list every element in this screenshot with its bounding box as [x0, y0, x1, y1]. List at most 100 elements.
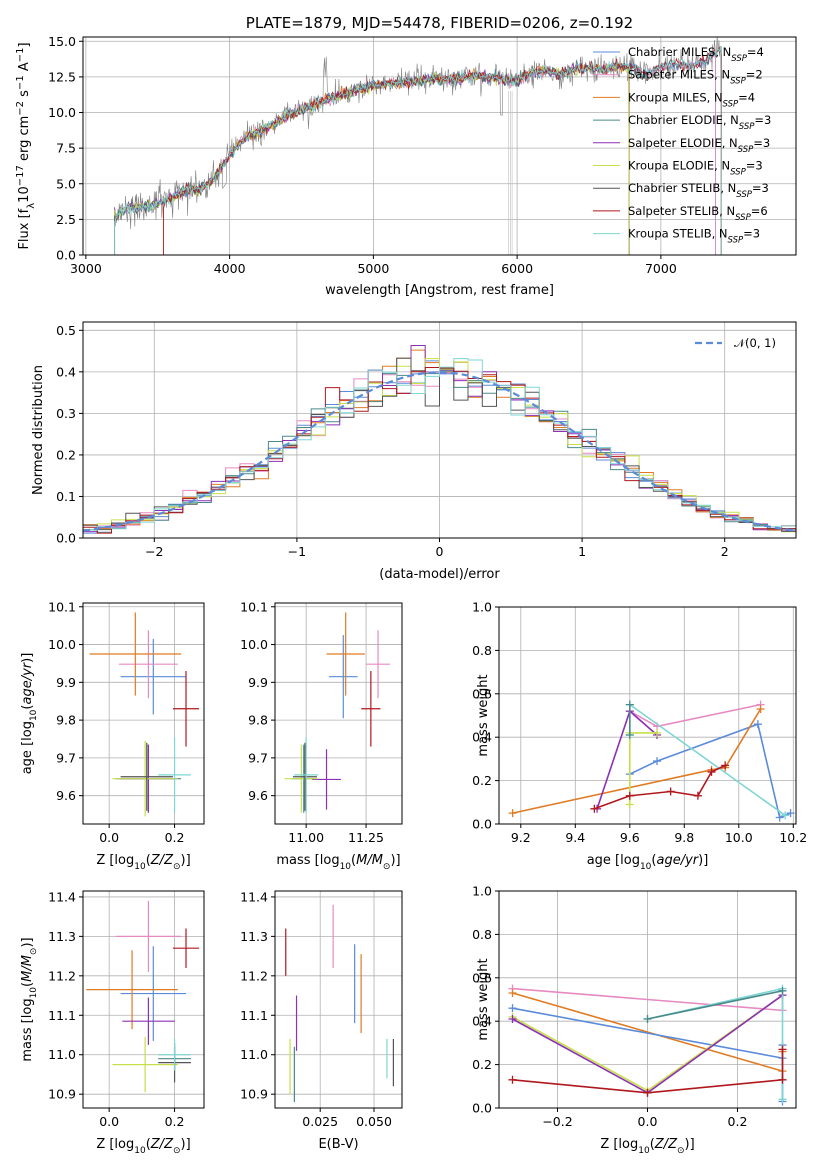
x-tick-label: 0.0 [99, 1114, 119, 1129]
y-tick-label: 11.4 [48, 889, 76, 904]
x-tick-label: 6000 [501, 261, 533, 276]
y-tick-label: 11.2 [48, 968, 76, 983]
y-tick-label: 11.0 [240, 1047, 268, 1062]
y-tick-label: 2.5 [56, 212, 76, 227]
y-tick-label: 0.2 [56, 447, 76, 462]
x-tick-label: 5000 [357, 261, 389, 276]
legend-entry: 𝒩(0, 1) [734, 336, 776, 350]
x-tick-label: 11.00 [288, 830, 324, 845]
axes-frame [82, 36, 797, 256]
x-tick-label: 9.6 [620, 830, 640, 845]
x-tick-label: 11.25 [348, 830, 384, 845]
model-spectrum-kroupa-stelib [114, 46, 722, 255]
axes-frame [274, 602, 403, 825]
y-tick-label: 15.0 [48, 34, 76, 49]
x-tick-label: 0.2 [165, 1114, 185, 1129]
axis-label: mass [log10(M/M⊙)] [20, 937, 39, 1061]
normal-curve [82, 371, 797, 532]
weight-line-chabrier-elodie [647, 990, 783, 1020]
weight-marker [508, 1075, 517, 1084]
x-tick-label: 2 [721, 544, 729, 559]
y-tick-label: 11.2 [240, 968, 268, 983]
y-tick-label: 0.4 [472, 730, 492, 745]
axis-label: Z [log10(Z/Z⊙)] [96, 1137, 190, 1156]
weight-marker [693, 791, 702, 800]
y-tick-label: 5.0 [56, 176, 76, 191]
panel-age_vs_Z: 0.0 0.2 9.6 9.7 9.8 9.9 10.0 10.1 Z [log10(Z/Z⊙)… [20, 599, 205, 872]
panel-age_vs_mass: 11.00 11.25 9.6 9.7 9.8 9.9 10.0 10.1 mass [log1… [240, 599, 403, 872]
legend-entry: Kroupa MILES, NSSP=4 [628, 90, 755, 109]
x-tick-label: 0.0 [99, 830, 119, 845]
y-tick-label: 0.0 [56, 248, 76, 263]
y-tick-label: 10.9 [48, 1087, 76, 1102]
weight-marker [778, 986, 787, 995]
y-tick-label: 0.3 [56, 406, 76, 421]
weight-marker [778, 1045, 787, 1054]
y-tick-label: 0.5 [56, 323, 76, 338]
y-tick-label: 10.0 [48, 105, 76, 120]
axis-label: age [log10(age/yr)] [20, 653, 39, 775]
chart-title: PLATE=1879, MJD=54478, FIBERID=0206, z=0… [246, 14, 633, 32]
weight-line-salpeter-stelib [512, 1049, 784, 1094]
axis-label: Flux [fλ10−17 erg cm−2 s−1 A−1] [15, 42, 37, 249]
x-tick-label: 9.4 [565, 830, 585, 845]
y-tick-label: 10.0 [240, 637, 268, 652]
x-axis-label: E(B-V) [318, 1137, 358, 1152]
histogram-kroupa-stelib [83, 358, 796, 534]
axes-frame [498, 890, 797, 1109]
weight-marker [643, 1015, 652, 1024]
weight-line-kroupa-stelib [629, 703, 786, 816]
x-tick-label: 10.0 [725, 830, 753, 845]
x-tick-label: 0.050 [356, 1114, 392, 1129]
x-tick-label: 4000 [214, 261, 246, 276]
y-tick-label: 0.4 [56, 364, 76, 379]
legend-entry: Chabrier MILES, NSSP=4 [628, 45, 764, 64]
x-tick-label: 9.2 [511, 830, 531, 845]
weight-marker [756, 704, 765, 713]
weight-marker [775, 813, 784, 822]
y-tick-label: 10.9 [240, 1087, 268, 1102]
y-tick-label: 9.8 [248, 713, 268, 728]
y-tick-label: 7.5 [56, 141, 76, 156]
legend-entry: Salpeter STELIB, NSSP=6 [628, 204, 768, 223]
weight-marker [666, 787, 675, 796]
x-tick-label: 0.025 [302, 1114, 338, 1129]
y-tick-label: 9.6 [56, 788, 76, 803]
y-tick-label: 11.1 [240, 1008, 268, 1023]
y-axis-label: mass weight [476, 674, 491, 756]
weight-marker [508, 988, 517, 997]
weight-marker [508, 1015, 517, 1024]
x-tick-label: 9.8 [674, 830, 694, 845]
legend-entry: Kroupa STELIB, NSSP=3 [628, 227, 760, 246]
x-tick-label: 0 [436, 544, 444, 559]
x-tick-label: 7000 [645, 261, 677, 276]
model-spectrum-salpeter-elodie [114, 62, 630, 255]
weight-marker [786, 809, 795, 818]
y-tick-label: 11.0 [48, 1047, 76, 1062]
panel-mass_vs_Z: 0.0 0.2 10.9 11.0 11.1 11.2 11.3 11.4 Z [log10(Z… [20, 889, 205, 1156]
weight-marker [590, 804, 599, 813]
x-tick-label: 3000 [70, 261, 102, 276]
weight-marker [508, 809, 517, 818]
weight-marker [625, 700, 634, 709]
weight-marker [625, 791, 634, 800]
y-tick-label: 9.8 [56, 713, 76, 728]
panel-weight_vs_age: 9.2 9.4 9.6 9.8 10.0 10.2 0.0 0.2 0.4 0.6 0.8 1.0 ag… [472, 600, 807, 873]
panel-weight_vs_Z: −0.2 0.0 0.2 0.0 0.2 0.4 0.6 0.8 1.0 Z [log10(Z/Z… [472, 884, 797, 1156]
panel-residuals: −2 −1 0 1 2 0.0 0.1 0.2 0.3 0.4 0.5 𝒩(0, 1) (data-mo… [31, 321, 797, 582]
legend-entry: Chabrier ELODIE, NSSP=3 [628, 113, 771, 132]
axis-label: Z [log10(Z/Z⊙)] [96, 853, 190, 872]
weight-marker [753, 720, 762, 729]
legend-entry: Salpeter ELODIE, NSSP=3 [628, 136, 770, 155]
weight-marker [781, 811, 790, 820]
model-spectrum-kroupa-elodie [114, 61, 630, 255]
legend-entry: Salpeter MILES, NSSP=2 [628, 68, 763, 87]
y-tick-label: 0.6 [472, 970, 492, 985]
axes-frame [82, 602, 205, 825]
y-tick-label: 1.0 [472, 600, 492, 615]
weight-marker [643, 1088, 652, 1097]
x-tick-label: 10.2 [779, 830, 807, 845]
weight-marker [778, 1075, 787, 1084]
weight-line-salpeter-stelib [594, 764, 726, 810]
